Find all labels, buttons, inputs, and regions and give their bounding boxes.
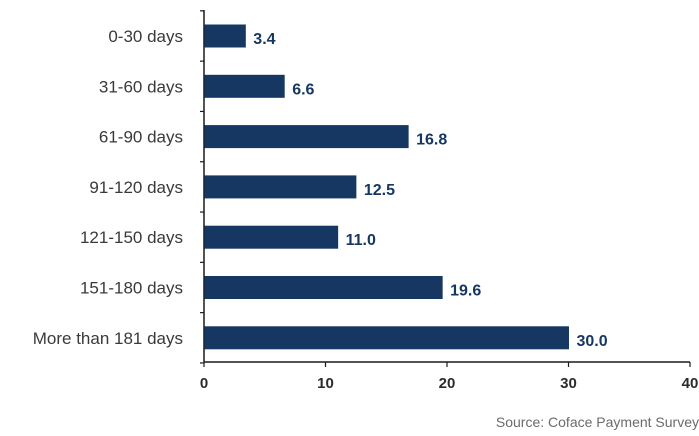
data-label: 12.5: [364, 182, 395, 199]
data-label: 6.6: [292, 81, 314, 98]
bar: [204, 225, 339, 249]
bar: [204, 74, 285, 98]
data-label: 11.0: [346, 232, 376, 249]
bar: [204, 276, 443, 299]
x-tick-label: 40: [682, 375, 699, 392]
x-tick-label: 0: [200, 375, 208, 392]
category-label: 31-60 days: [99, 77, 183, 96]
bar: [204, 175, 357, 199]
bar: [204, 125, 409, 149]
source-note: Source: Coface Payment Survey: [495, 414, 699, 430]
x-tick-label: 30: [560, 375, 577, 392]
data-label: 16.8: [416, 132, 447, 149]
category-label: More than 181 days: [33, 329, 183, 348]
category-label: 0-30 days: [108, 27, 183, 46]
category-label: 151-180 days: [80, 279, 183, 298]
category-label: 61-90 days: [99, 128, 183, 147]
category-label: 121-150 days: [80, 228, 183, 247]
bar: [204, 24, 246, 48]
data-label: 30.0: [577, 333, 608, 350]
data-label: 19.6: [450, 283, 481, 300]
data-label: 3.4: [253, 31, 275, 48]
bar: [204, 326, 569, 350]
category-label: 91-120 days: [89, 178, 183, 197]
x-tick-label: 20: [439, 375, 456, 392]
x-tick-label: 10: [317, 375, 334, 392]
